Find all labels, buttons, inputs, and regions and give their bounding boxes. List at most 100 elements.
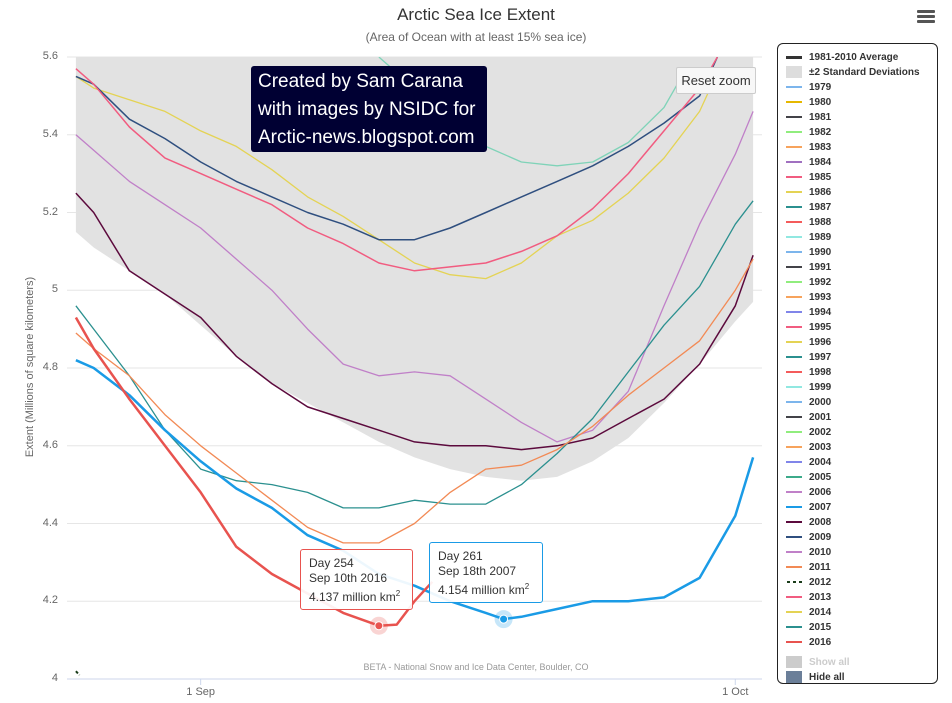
- legend-symbol: [786, 320, 802, 335]
- legend-label: Hide all: [809, 672, 845, 683]
- legend-symbol: [786, 350, 802, 365]
- legend-item[interactable]: 1984: [786, 155, 831, 170]
- legend-item[interactable]: 2006: [786, 485, 831, 500]
- legend-symbol: [786, 275, 802, 290]
- legend-item[interactable]: ±2 Standard Deviations: [786, 65, 920, 80]
- legend-label: Show all: [809, 657, 850, 668]
- legend-item[interactable]: 1982: [786, 125, 831, 140]
- y-tick-label: 4.6: [42, 438, 58, 451]
- legend-item[interactable]: 2014: [786, 605, 831, 620]
- legend-item[interactable]: Show all: [786, 655, 850, 670]
- legend-item[interactable]: 1985: [786, 170, 831, 185]
- legend-item[interactable]: 1995: [786, 320, 831, 335]
- legend-symbol: [786, 620, 802, 635]
- legend-symbol: [786, 110, 802, 125]
- legend-item[interactable]: 2013: [786, 590, 831, 605]
- legend-item[interactable]: Hide all: [786, 670, 845, 685]
- legend-item[interactable]: 1983: [786, 140, 831, 155]
- legend-label: 2005: [809, 472, 832, 483]
- legend-label: 1981-2010 Average: [809, 52, 899, 63]
- legend-item[interactable]: 1999: [786, 380, 831, 395]
- legend-label: 2009: [809, 532, 832, 543]
- legend-label: 1984: [809, 157, 832, 168]
- banner-line: with images by NSIDC for: [258, 99, 476, 120]
- legend-item[interactable]: 2011: [786, 560, 831, 575]
- legend-item[interactable]: 1989: [786, 230, 831, 245]
- legend-label: 2016: [809, 637, 832, 648]
- legend-label: 2004: [809, 457, 832, 468]
- legend-item[interactable]: 1991: [786, 260, 831, 275]
- legend-item[interactable]: 1992: [786, 275, 831, 290]
- legend-symbol: [786, 470, 802, 485]
- legend-item[interactable]: 1980: [786, 95, 831, 110]
- legend-label: 1991: [809, 262, 832, 273]
- legend-label: 2012: [809, 577, 832, 588]
- legend-item[interactable]: 2005: [786, 470, 831, 485]
- legend-item[interactable]: 1996: [786, 335, 831, 350]
- legend-item[interactable]: 2003: [786, 440, 831, 455]
- legend-item[interactable]: 2012: [786, 575, 831, 590]
- legend-label: 2010: [809, 547, 832, 558]
- legend-symbol: [786, 125, 802, 140]
- tooltip-date: Sep 18th 2007: [438, 564, 517, 578]
- legend-item[interactable]: 2015: [786, 620, 831, 635]
- tooltip-2016: Day 254 Sep 10th 2016 4.137 million km2: [300, 549, 413, 610]
- legend-item[interactable]: 1987: [786, 200, 831, 215]
- series-line-2008: [75, 192, 754, 451]
- legend-item[interactable]: 1986: [786, 185, 831, 200]
- legend-symbol: [786, 170, 802, 185]
- legend-symbol: [786, 215, 802, 230]
- legend-item[interactable]: 2004: [786, 455, 831, 470]
- legend-item[interactable]: 1994: [786, 305, 831, 320]
- legend-item[interactable]: 1997: [786, 350, 831, 365]
- legend-symbol: [786, 200, 802, 215]
- legend-label: 2015: [809, 622, 832, 633]
- legend-item[interactable]: 1981: [786, 110, 831, 125]
- legend-item[interactable]: 2007: [786, 500, 831, 515]
- legend-symbol: [786, 410, 802, 425]
- legend-label: 1993: [809, 292, 832, 303]
- legend-label: 1987: [809, 202, 832, 213]
- legend-item[interactable]: 2009: [786, 530, 831, 545]
- legend-item[interactable]: 1990: [786, 245, 831, 260]
- legend-symbol: [786, 530, 802, 545]
- legend-item[interactable]: 2000: [786, 395, 831, 410]
- legend-item[interactable]: 1998: [786, 365, 831, 380]
- legend-symbol: [786, 380, 802, 395]
- legend-symbol: [786, 230, 802, 245]
- hamburger-menu-icon[interactable]: [917, 10, 935, 24]
- legend-item[interactable]: 1993: [786, 290, 831, 305]
- legend-item[interactable]: 1988: [786, 215, 831, 230]
- legend-label: 1999: [809, 382, 832, 393]
- legend-label: 2003: [809, 442, 832, 453]
- tooltip-day: Day 254: [309, 556, 354, 570]
- legend-item[interactable]: 2002: [786, 425, 831, 440]
- legend-symbol: [786, 455, 802, 470]
- legend-symbol: [786, 80, 802, 95]
- legend-item[interactable]: 1979: [786, 80, 831, 95]
- legend-symbol: [786, 185, 802, 200]
- legend-label: 1994: [809, 307, 832, 318]
- chart-legend: 1981-2010 Average ±2 Standard Deviations 1…: [777, 43, 938, 684]
- chart-title: Arctic Sea Ice Extent: [397, 5, 555, 24]
- legend-label: 1990: [809, 247, 832, 258]
- reset-zoom-button[interactable]: Reset zoom: [676, 67, 756, 94]
- legend-item[interactable]: 2008: [786, 515, 831, 530]
- series-line-2015: [75, 200, 754, 509]
- legend-symbol: [786, 485, 802, 500]
- legend-symbol: [786, 655, 802, 670]
- legend-symbol: [786, 425, 802, 440]
- legend-label: 1992: [809, 277, 832, 288]
- legend-item[interactable]: 1981-2010 Average: [786, 50, 898, 65]
- author-banner: Created by Sam Carana with images by NSI…: [251, 66, 487, 152]
- tooltip-date: Sep 10th 2016: [309, 571, 388, 585]
- y-tick-label: 4.8: [42, 361, 58, 373]
- banner-line: Created by Sam Carana: [258, 71, 463, 92]
- legend-label: 1986: [809, 187, 832, 198]
- series-line-2009: [75, 57, 719, 241]
- legend-item[interactable]: 2010: [786, 545, 831, 560]
- legend-item[interactable]: 2001: [786, 410, 831, 425]
- legend-item[interactable]: 2016: [786, 635, 831, 650]
- legend-label: 1980: [809, 97, 832, 108]
- legend-label: 1996: [809, 337, 832, 348]
